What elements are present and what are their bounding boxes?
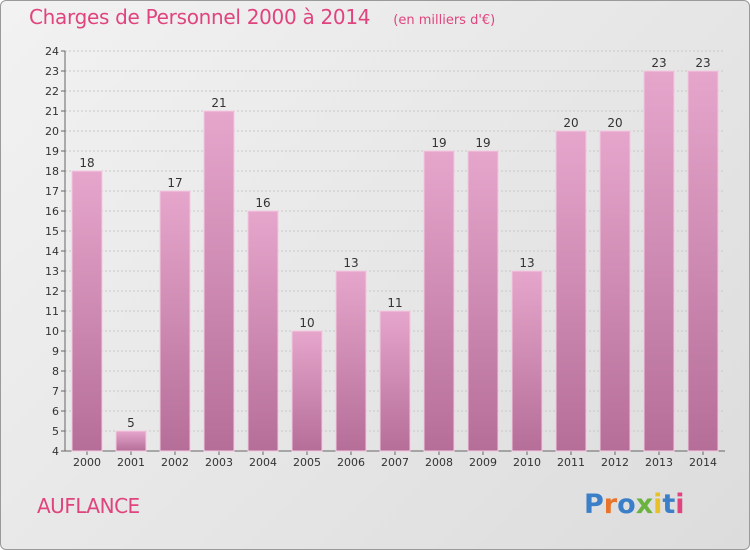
bar — [115, 430, 147, 452]
x-tick-label: 2001 — [117, 456, 145, 469]
y-tick-label: 16 — [45, 205, 59, 218]
y-tick-label: 12 — [45, 285, 59, 298]
x-tick-labels: 2000 2001 2002 2003 2004 2005 2006 2007 2008 2009… — [73, 456, 717, 469]
y-tick-label: 18 — [45, 165, 59, 178]
bar-value-label: 5 — [127, 416, 135, 430]
logo-letter: x — [635, 489, 654, 520]
bar — [599, 130, 631, 452]
bar-value-label: 18 — [79, 156, 94, 170]
bar — [423, 150, 455, 452]
bar-value-label: 23 — [651, 56, 666, 70]
x-tick-label: 2002 — [161, 456, 189, 469]
x-tick-label: 2008 — [425, 456, 453, 469]
y-tick-label: 21 — [45, 105, 59, 118]
bar-value-label: 23 — [695, 56, 710, 70]
bar — [159, 190, 191, 452]
y-tick-label: 20 — [45, 125, 59, 138]
logo-letter: P — [584, 489, 604, 520]
x-tick-label: 2004 — [249, 456, 277, 469]
logo-letter: r — [603, 489, 618, 520]
bar — [467, 150, 499, 452]
bar-value-label: 11 — [387, 296, 402, 310]
y-tick-label: 13 — [45, 265, 59, 278]
y-tick-label: 5 — [52, 425, 59, 438]
bar — [71, 170, 103, 452]
bar-value-label: 20 — [563, 116, 578, 130]
bar-value-label: 13 — [519, 256, 534, 270]
y-tick-label: 17 — [45, 185, 59, 198]
bars — [71, 70, 719, 452]
x-tick-label: 2006 — [337, 456, 365, 469]
x-tick-label: 2005 — [293, 456, 321, 469]
y-tick-label: 7 — [52, 385, 59, 398]
logo-letter: o — [617, 489, 636, 520]
x-tick-label: 2014 — [689, 456, 717, 469]
y-tick-label: 8 — [52, 365, 59, 378]
bar-value-label: 20 — [607, 116, 622, 130]
bar-value-label: 16 — [255, 196, 270, 210]
bar — [379, 310, 411, 452]
x-tick-label: 2012 — [601, 456, 629, 469]
value-labels: 18 5 17 21 16 10 13 11 19 19 13 20 20 23 23 — [79, 56, 710, 430]
y-tick-label: 11 — [45, 305, 59, 318]
bar-value-label: 19 — [431, 136, 446, 150]
x-tick-label: 2007 — [381, 456, 409, 469]
bar — [643, 70, 675, 452]
bar — [555, 130, 587, 452]
proxiti-logo: Proxiti — [584, 489, 685, 520]
chart-subtitle: (en milliers d'€) — [393, 13, 496, 28]
y-tick-label: 19 — [45, 145, 59, 158]
x-tick-label: 2009 — [469, 456, 497, 469]
y-tick-label: 9 — [52, 345, 59, 358]
y-tick-labels: 4 5 6 7 8 9 10 11 12 13 14 15 16 17 18 19 20 21 22 23 24 — [45, 45, 59, 458]
y-tick-label: 15 — [45, 225, 59, 238]
logo-letter: i — [653, 489, 663, 520]
bar — [203, 110, 235, 452]
bar-value-label: 17 — [167, 176, 182, 190]
y-tick-label: 6 — [52, 405, 59, 418]
y-tick-label: 4 — [52, 445, 59, 458]
x-tick-label: 2013 — [645, 456, 673, 469]
y-tick-label: 22 — [45, 85, 59, 98]
bar-value-label: 21 — [211, 96, 226, 110]
x-tick-label: 2003 — [205, 456, 233, 469]
bar — [687, 70, 719, 452]
x-tick-label: 2011 — [557, 456, 585, 469]
y-tick-label: 24 — [45, 45, 59, 58]
bar — [291, 330, 323, 452]
bar-value-label: 19 — [475, 136, 490, 150]
chart-title-row: Charges de Personnel 2000 à 2014 (en mil… — [29, 5, 495, 29]
y-tick-label: 23 — [45, 65, 59, 78]
x-tick-label: 2010 — [513, 456, 541, 469]
bar-value-label: 13 — [343, 256, 358, 270]
y-tick-label: 14 — [45, 245, 59, 258]
chart-title: Charges de Personnel 2000 à 2014 — [29, 5, 371, 29]
logo-letter: t — [662, 489, 676, 520]
bar — [335, 270, 367, 452]
x-tick-label: 2000 — [73, 456, 101, 469]
commune-name: AUFLANCE — [37, 494, 140, 518]
bar — [247, 210, 279, 452]
bar — [511, 270, 543, 452]
bar-value-label: 10 — [299, 316, 314, 330]
y-tick-label: 10 — [45, 325, 59, 338]
logo-letter: i — [675, 489, 685, 520]
